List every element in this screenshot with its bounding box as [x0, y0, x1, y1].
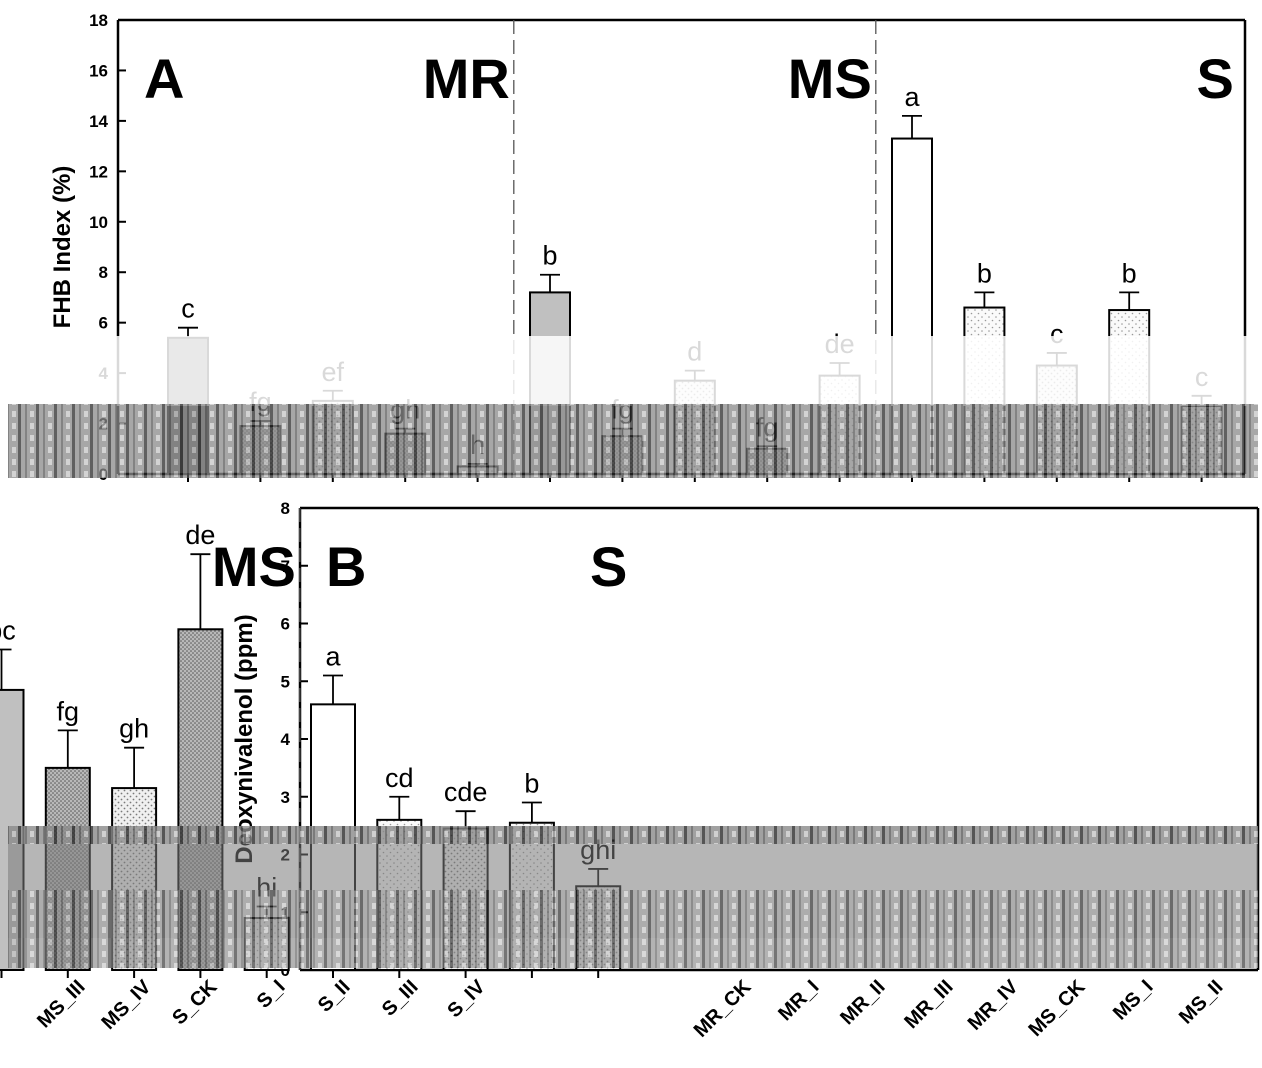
category-label: MR_I — [774, 976, 823, 1025]
category-label: MR_II — [836, 976, 889, 1029]
significance-letter: b — [977, 258, 992, 288]
significance-letter: a — [904, 82, 920, 112]
y-tick-label: 6 — [281, 615, 290, 634]
y-tick-label: 18 — [89, 11, 108, 30]
image-artifact-strips — [8, 336, 1258, 968]
group-label-mr: MR — [423, 47, 510, 110]
category-label: S_CK — [168, 976, 222, 1030]
category-label: MS_II — [1175, 976, 1228, 1029]
y-tick-label: 16 — [89, 61, 108, 80]
category-label: MS_III — [33, 976, 89, 1032]
y-tick-label: 3 — [281, 788, 290, 807]
noise-strip — [8, 938, 1258, 968]
significance-letter: b — [542, 241, 557, 271]
group-label-ms: MS — [212, 535, 296, 598]
group-label-s: S — [590, 535, 627, 598]
significance-letter: b — [524, 769, 539, 799]
significance-letter: de — [185, 520, 215, 550]
category-label: MR_III — [900, 976, 957, 1033]
y-axis-title: FHB Index (%) — [49, 166, 76, 329]
y-tick-label: 5 — [281, 672, 290, 691]
panel-letter: A — [144, 47, 184, 110]
significance-letter: c — [181, 294, 195, 324]
category-label: S_III — [378, 976, 423, 1021]
significance-letter: b — [1122, 258, 1137, 288]
y-tick-label: 4 — [281, 730, 291, 749]
group-label-ms: MS — [788, 47, 872, 110]
category-label: MS_IV — [98, 976, 156, 1034]
category-label: MS_I — [1109, 976, 1158, 1025]
category-label: S_IV — [443, 976, 490, 1023]
y-tick-label: 8 — [99, 263, 108, 282]
group-label-s: S — [1196, 47, 1233, 110]
y-tick-label: 12 — [89, 162, 108, 181]
category-label: MR_CK — [690, 976, 756, 1042]
category-label: S_I — [253, 976, 290, 1013]
significance-letter: bc — [0, 615, 16, 645]
y-tick-label: 10 — [89, 213, 108, 232]
noise-strip — [8, 336, 1258, 406]
significance-letter: a — [325, 641, 341, 671]
noise-strip — [8, 890, 1258, 938]
noise-strip — [8, 826, 1258, 844]
y-tick-label: 7 — [281, 557, 290, 576]
panel-letter: B — [326, 535, 366, 598]
significance-letter: cde — [444, 777, 488, 807]
noise-strip — [8, 844, 1258, 890]
category-label: MS_CK — [1024, 976, 1089, 1041]
y-tick-label: 14 — [89, 112, 108, 131]
significance-letter: gh — [119, 714, 149, 744]
y-tick-label: 6 — [99, 314, 108, 333]
category-label: S_II — [314, 976, 355, 1017]
category-label: MR_IV — [964, 976, 1023, 1035]
significance-letter: cd — [385, 763, 414, 793]
y-tick-label: 8 — [281, 499, 290, 518]
significance-letter: fg — [57, 696, 80, 726]
noise-strip — [8, 404, 1258, 478]
y-axis-title: Deoxynivalenol (ppm) — [231, 614, 258, 863]
